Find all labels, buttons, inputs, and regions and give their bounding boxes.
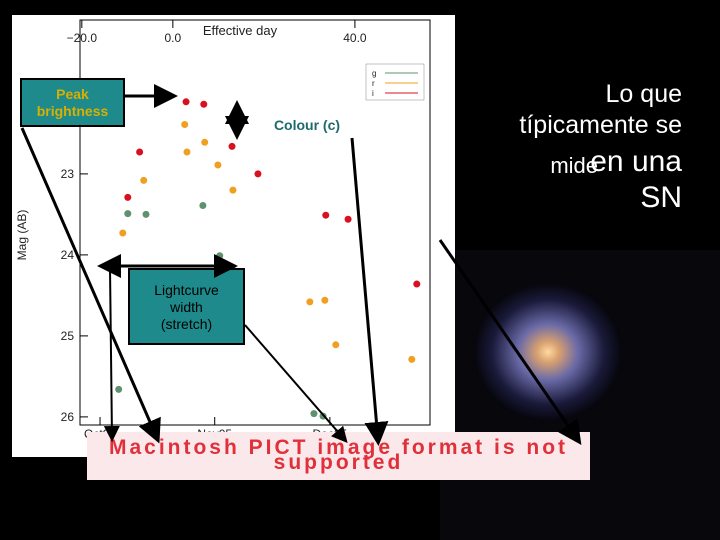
data-point [229,186,237,194]
y-tick-label: 25 [61,329,75,343]
peak-label: Peak brightness [20,78,125,127]
data-point [322,211,330,219]
colour-label: Colour (c) [262,112,352,140]
data-point [181,120,189,128]
y-tick-label: 23 [61,167,75,181]
data-point [332,341,340,349]
x-tick-label: 40.0 [343,31,367,45]
slide-text: mide [550,153,598,178]
data-point [136,148,144,156]
data-point [142,210,150,218]
legend-label: g [372,69,376,78]
data-point [306,298,314,306]
legend-label: r [372,79,375,88]
data-point [115,385,123,393]
data-point [344,215,352,223]
x-axis-title: Effective day [203,23,278,38]
data-point [228,142,236,150]
slide-text: en una [590,145,682,178]
slide-text: típicamente se [519,111,682,139]
data-point [119,229,127,237]
data-point [254,170,262,178]
x-tick-label: 0.0 [165,31,182,45]
data-point [183,148,191,156]
data-point [200,100,208,108]
pict-placeholder: Macintosh PICT image format is not suppo… [87,432,590,480]
y-tick-label: 24 [61,248,75,262]
legend-label: i [372,89,374,98]
x-tick-label: −20.0 [67,31,98,45]
galaxy [473,282,623,422]
y-tick-label: 26 [61,410,75,424]
data-point [408,355,416,363]
data-point [413,280,421,288]
data-point [124,210,132,218]
data-point [182,98,190,106]
data-point [214,161,222,169]
slide-text: SN [640,181,682,214]
legend-box [365,63,425,101]
data-point [201,138,209,146]
data-point [216,252,224,260]
y-axis-title: Mag (AB) [15,210,29,261]
data-point [140,176,148,184]
data-point [124,193,132,201]
slide-text: Lo que [605,80,682,108]
data-point [199,201,207,209]
width-label: Lightcurve width (stretch) [128,268,245,345]
data-point [321,296,329,304]
data-point [319,412,327,420]
data-point [310,410,318,418]
